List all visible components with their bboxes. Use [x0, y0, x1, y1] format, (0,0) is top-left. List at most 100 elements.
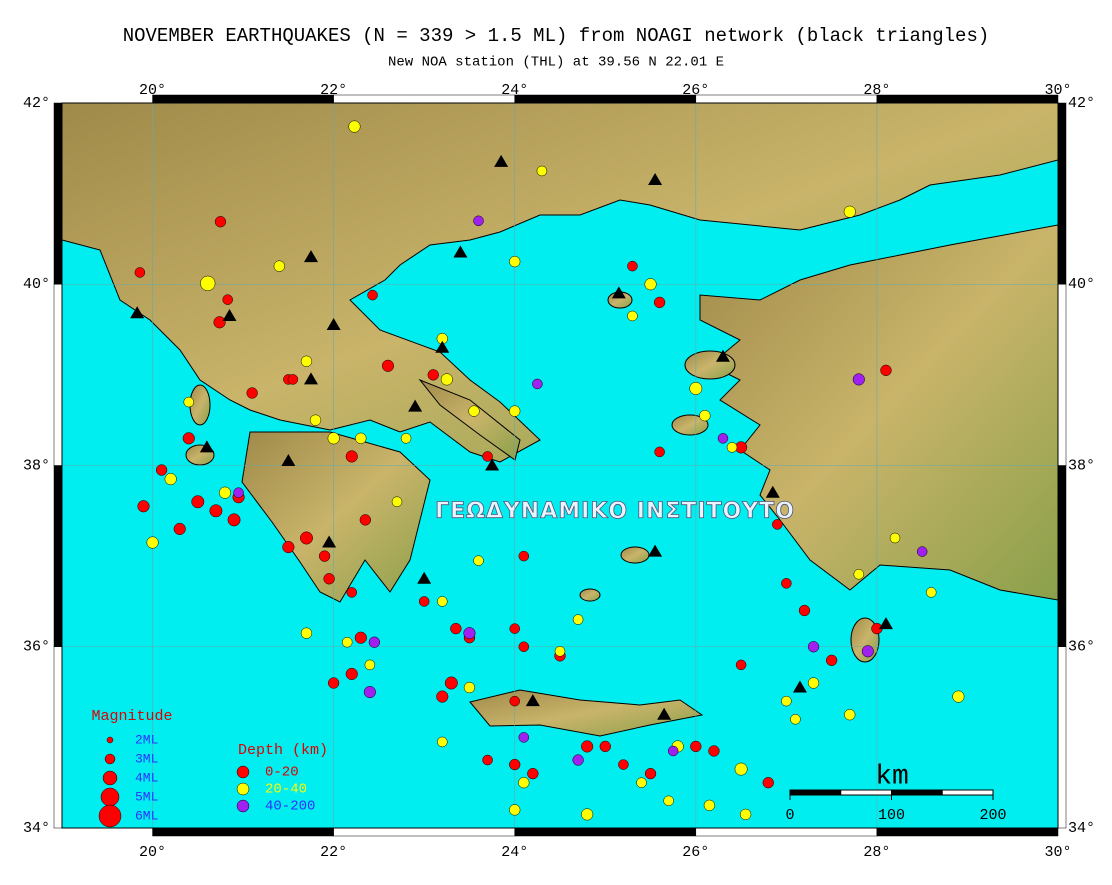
map-border: [61, 102, 1059, 829]
earthquake: [173, 522, 186, 535]
magnitude-legend-label: 3ML: [135, 751, 158, 766]
station: [222, 308, 237, 321]
magnitude-legend-label: 4ML: [135, 770, 158, 785]
earthquake: [218, 486, 232, 499]
earthquake: [318, 550, 331, 562]
earthquake: [689, 382, 703, 395]
station: [611, 286, 626, 299]
earthquake: [509, 695, 520, 707]
anatolia: [699, 224, 1058, 601]
magnitude-legend-symbol: [104, 753, 116, 765]
earthquake: [527, 767, 539, 780]
frame-band: [53, 284, 63, 466]
earthquake: [327, 677, 340, 689]
station: [417, 571, 432, 584]
earthquake: [482, 754, 493, 766]
station: [657, 707, 672, 720]
earthquake: [134, 267, 146, 278]
earthquake: [146, 536, 159, 549]
scale-unit: km: [875, 761, 909, 792]
earthquake: [364, 659, 376, 671]
earthquake: [572, 614, 584, 625]
station: [435, 340, 450, 353]
earthquake: [436, 690, 449, 703]
earthquake: [807, 677, 820, 689]
frame-band: [333, 94, 515, 104]
earthquake: [246, 387, 258, 399]
station: [199, 440, 214, 453]
depth-legend-label: 0-20: [265, 765, 299, 781]
frame-band: [53, 465, 63, 647]
earthquake: [300, 355, 313, 367]
station: [878, 617, 893, 630]
frame-band: [1057, 465, 1067, 647]
station: [525, 694, 540, 707]
earthquake: [599, 740, 611, 753]
x-tick-label: 22°: [320, 844, 347, 861]
y-tick-label: 36°: [1068, 639, 1095, 656]
earthquake: [554, 646, 566, 657]
earthquake: [581, 740, 594, 753]
station: [322, 535, 337, 548]
land: [62, 103, 1058, 737]
station: [648, 173, 663, 186]
frame-band: [514, 827, 697, 837]
earthquake: [518, 732, 530, 743]
y-tick-label: 40°: [23, 276, 50, 293]
earthquake: [341, 636, 353, 648]
x-tick-label: 22°: [320, 82, 347, 99]
earthquake: [463, 681, 476, 694]
earthquake: [618, 759, 629, 770]
depth-legend-symbol: [236, 782, 250, 796]
earthquake: [518, 550, 530, 562]
earthquake: [473, 555, 484, 566]
earthquake: [473, 215, 484, 227]
earthquake: [137, 500, 150, 513]
depth-legend-symbol: [236, 799, 250, 813]
magnitude-legend-symbol: [106, 736, 114, 744]
station: [648, 544, 663, 557]
earthquake: [355, 432, 367, 444]
earthquake: [300, 627, 313, 639]
magnitude-legend-label: 5ML: [135, 789, 158, 804]
y-tick-label: 42°: [1068, 95, 1095, 112]
station: [304, 250, 318, 263]
scale-segment: [941, 789, 994, 796]
earthquake: [627, 310, 638, 322]
scale-segment: [789, 789, 842, 796]
x-tick-label: 20°: [139, 82, 166, 99]
earthquake: [699, 410, 711, 422]
events: [134, 120, 965, 821]
earthquake: [807, 641, 820, 653]
magnitude-legend-symbol: [100, 787, 120, 807]
earthquake: [509, 405, 521, 417]
earthquake: [300, 531, 313, 545]
station: [453, 245, 468, 258]
y-tick-label: 38°: [1068, 457, 1095, 474]
earthquake: [798, 604, 811, 617]
x-tick-label: 26°: [682, 844, 709, 861]
earthquake: [844, 709, 856, 721]
earthquake: [726, 442, 738, 453]
earthquake: [348, 120, 361, 133]
magnitude-legend-symbol: [102, 770, 118, 786]
earthquake: [536, 165, 548, 177]
station: [130, 306, 145, 319]
earthquake: [644, 767, 657, 780]
frame-band: [53, 646, 63, 829]
earthquake: [287, 374, 299, 385]
earthquake: [861, 645, 874, 658]
crete: [469, 689, 704, 737]
magnitude-legend-label: 2ML: [135, 732, 158, 747]
frame-band: [152, 94, 334, 104]
earthquake: [233, 487, 244, 498]
frame-band: [876, 94, 1059, 104]
y-tick-label: 42°: [23, 95, 50, 112]
earthquake: [889, 532, 901, 544]
earthquake: [368, 636, 381, 648]
frame-band: [152, 827, 334, 837]
magnitude-legend-label: 6ML: [135, 808, 158, 823]
earthquake: [437, 736, 448, 748]
earthquake: [346, 587, 357, 598]
